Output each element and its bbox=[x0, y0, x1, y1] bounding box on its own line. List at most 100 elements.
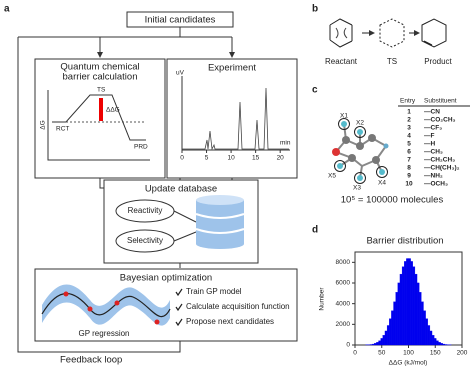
x-tick-label: 50 bbox=[378, 350, 386, 357]
bar bbox=[429, 330, 433, 346]
y-axis-label: Number bbox=[319, 287, 326, 311]
bar bbox=[386, 325, 390, 346]
gp-points bbox=[63, 291, 160, 325]
x-label: X2 bbox=[356, 120, 364, 127]
bar bbox=[410, 261, 413, 346]
table-cell: 6 bbox=[407, 149, 411, 156]
table-cell: —CH(CH₃)₂ bbox=[424, 165, 460, 172]
exp-y-unit: uV bbox=[176, 70, 185, 77]
step: Calculate acquisition function bbox=[186, 302, 290, 311]
table-cell: 8 bbox=[407, 165, 411, 172]
chart-title: Barrier distribution bbox=[366, 236, 443, 247]
gp-label: GP regression bbox=[79, 329, 130, 338]
panel-label: d bbox=[312, 225, 318, 236]
bar bbox=[434, 338, 437, 346]
experiment-title: Experiment bbox=[208, 63, 256, 74]
bar bbox=[408, 258, 411, 346]
ddg-label: ΔΔG bbox=[106, 107, 120, 114]
x-tick-label: 5 bbox=[205, 155, 209, 162]
y-tick-label: 6000 bbox=[336, 280, 351, 287]
check-icon bbox=[175, 318, 183, 327]
table-cell: —H bbox=[424, 141, 436, 148]
table-cell: 10 bbox=[405, 181, 413, 188]
x-tick-label: 200 bbox=[457, 350, 468, 357]
rct-label: RCT bbox=[56, 126, 69, 133]
ts-label: TS bbox=[97, 87, 106, 94]
table-cell: —CN bbox=[424, 109, 440, 116]
step: Train GP model bbox=[186, 287, 242, 296]
table-cell: 7 bbox=[407, 157, 411, 164]
quantum-title: barrier calculation bbox=[63, 72, 138, 83]
check-icon bbox=[175, 288, 183, 297]
bar bbox=[431, 335, 435, 346]
update-title: Update database bbox=[145, 184, 217, 195]
prd-label: PRD bbox=[134, 144, 148, 151]
molecule bbox=[332, 118, 389, 184]
y-tick-label: 8000 bbox=[336, 259, 351, 266]
reactivity: Reactivity bbox=[128, 206, 163, 215]
bar bbox=[416, 282, 420, 346]
feedback-label: Feedback loop bbox=[60, 355, 122, 366]
bar bbox=[378, 340, 381, 346]
bar bbox=[425, 318, 428, 346]
bar bbox=[444, 344, 448, 346]
bar bbox=[389, 318, 392, 346]
quantum-title: Quantum chemical bbox=[60, 62, 139, 73]
bayes-box bbox=[34, 268, 298, 342]
product-label: Product bbox=[424, 57, 452, 66]
bar bbox=[421, 301, 424, 346]
table-cell: —NH₂ bbox=[424, 173, 443, 180]
table-cell: —CO₂CH₃ bbox=[424, 117, 456, 124]
bayes-title: Bayesian optimization bbox=[120, 273, 212, 284]
bar bbox=[371, 343, 375, 346]
table-cell: —F bbox=[424, 133, 435, 140]
table-cell: 5 bbox=[407, 141, 411, 148]
bar bbox=[369, 344, 373, 346]
energy-axes bbox=[47, 90, 150, 161]
table-cell: —CH₃ bbox=[424, 149, 443, 156]
bar bbox=[401, 266, 405, 346]
table-cell: —OCH₃ bbox=[424, 181, 448, 188]
selectivity: Selectivity bbox=[127, 236, 163, 245]
connector bbox=[18, 27, 233, 56]
bar bbox=[442, 343, 446, 346]
bar bbox=[391, 310, 394, 346]
x-label: X5 bbox=[328, 173, 336, 180]
panel-label: a bbox=[4, 4, 10, 15]
chromatogram bbox=[182, 87, 289, 151]
bar bbox=[404, 261, 407, 346]
table-cell: —CH₂CH₃ bbox=[424, 157, 455, 164]
ts-label: TS bbox=[387, 57, 397, 66]
table-cell: 9 bbox=[407, 173, 411, 180]
bar bbox=[436, 340, 439, 346]
table-cell: 3 bbox=[407, 125, 411, 132]
x-label: X3 bbox=[353, 185, 361, 192]
bar bbox=[440, 343, 443, 346]
bar bbox=[397, 282, 401, 346]
molecule-count: 10⁵ = 100000 molecules bbox=[341, 195, 444, 206]
table-header: Entry bbox=[400, 98, 416, 105]
x-tick-label: 0 bbox=[180, 155, 184, 162]
bar bbox=[438, 342, 441, 346]
panel-label: b bbox=[312, 4, 318, 15]
table-header: Substituent bbox=[424, 98, 457, 105]
x-tick-label: 20 bbox=[277, 155, 285, 162]
bar bbox=[414, 273, 418, 346]
bar bbox=[374, 343, 377, 346]
table-cell: 1 bbox=[407, 109, 411, 116]
x-label: X1 bbox=[340, 113, 348, 120]
table-cell: 2 bbox=[407, 117, 411, 124]
bar bbox=[419, 292, 422, 346]
x-label: X4 bbox=[378, 180, 386, 187]
bar bbox=[412, 266, 416, 346]
database-icon bbox=[195, 195, 245, 249]
bar bbox=[393, 301, 396, 346]
bar bbox=[376, 342, 379, 346]
energy-axis-label: ΔG bbox=[40, 120, 47, 129]
x-tick-label: 15 bbox=[252, 155, 260, 162]
initial-text: Initial candidates bbox=[145, 15, 216, 26]
reactant-label: Reactant bbox=[325, 57, 358, 66]
bar bbox=[399, 273, 403, 346]
step: Propose next candidates bbox=[186, 317, 274, 326]
